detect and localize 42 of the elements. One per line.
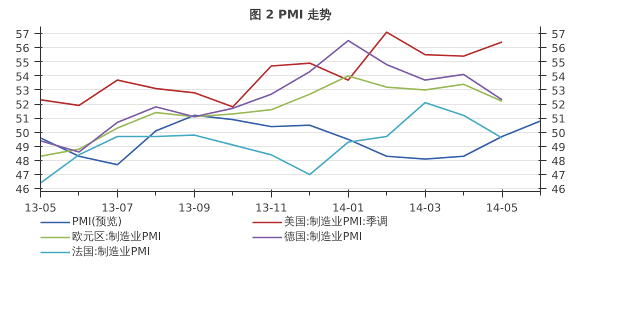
y2-tick-label: 52 xyxy=(552,98,566,112)
y-tick-label: 53 xyxy=(16,84,30,98)
y2-tick-label: 55 xyxy=(552,56,566,70)
x-tick-label: 13-05 xyxy=(24,202,56,214)
y2-tick-label: 53 xyxy=(552,84,566,98)
legend-label: 欧元区:制造业PMI xyxy=(72,229,162,244)
line-series xyxy=(40,102,503,184)
y-tick-label: 48 xyxy=(16,154,30,168)
y-tick-label: 47 xyxy=(16,169,30,182)
y2-tick-label: 50 xyxy=(552,126,566,140)
y-tick-label: 54 xyxy=(16,70,30,84)
line-series xyxy=(40,114,540,166)
y-tick-label: 49 xyxy=(16,140,30,154)
y-tick-label: 56 xyxy=(16,42,30,56)
y-tick-label: 46 xyxy=(16,183,30,196)
y2-tick-label: 56 xyxy=(552,42,566,56)
y2-tick-label: 46 xyxy=(552,183,566,196)
legend-label: 美国:制造业PMI:季调 xyxy=(284,214,389,229)
y2-tick-label: 49 xyxy=(552,140,566,154)
x-tick-label: 13-09 xyxy=(178,202,210,214)
legend-label: 德国:制造业PMI xyxy=(284,229,364,244)
y-tick-label: 57 xyxy=(16,28,30,42)
chart-title: 图 2 PMI 走势 xyxy=(249,8,332,22)
x-tick-label: 13-11 xyxy=(255,202,288,214)
legend-label: 法国:制造业PMI xyxy=(72,244,152,259)
x-tick-label: 14-03 xyxy=(409,202,442,214)
y2-tick-label: 57 xyxy=(552,28,566,42)
y-tick-label: 52 xyxy=(16,98,30,112)
y2-tick-label: 47 xyxy=(552,169,566,182)
y-tick-label: 55 xyxy=(16,56,30,70)
y2-tick-label: 48 xyxy=(552,154,566,168)
x-tick-label: 14-01 xyxy=(332,202,364,214)
y2-tick-label: 54 xyxy=(552,70,566,84)
y-tick-label: 50 xyxy=(16,126,30,140)
legend-label: PMI(预览) xyxy=(72,214,123,229)
x-tick-label: 13-07 xyxy=(101,202,134,214)
line-series xyxy=(40,40,503,153)
line-series xyxy=(40,31,503,108)
line-series xyxy=(40,75,503,158)
y-tick-label: 51 xyxy=(16,112,30,126)
x-tick-label: 14-05 xyxy=(486,202,518,214)
y2-tick-label: 51 xyxy=(552,112,566,126)
